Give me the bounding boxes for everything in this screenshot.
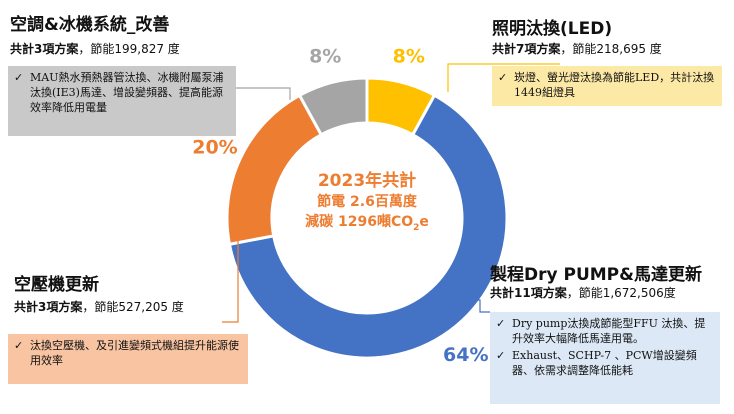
pump-count: 共計11項方案 <box>490 286 567 300</box>
value-label-pump: 64% <box>443 344 488 366</box>
connector-lighting <box>447 63 560 92</box>
lighting-count: 共計7項方案 <box>492 42 561 56</box>
check-icon: ✓ <box>498 71 508 84</box>
pump-detail-box: ✓ Dry pump汰換成節能型FFU 汰換、提升效率大幅降低馬達用電。 ✓ E… <box>490 312 720 404</box>
pump-bullet-2: ✓ Exhaust、SCHP-7 、PCW增設變頻器、依需求調整降低能耗 <box>496 348 714 378</box>
pump-summary: 共計11項方案，節能1,672,506度 <box>490 286 676 301</box>
hvac-bullet: ✓ MAU熱水預熱器管汰換、冰機附屬泵浦汰換(IE3)馬達、增設變頻器、提高能源… <box>14 70 230 115</box>
check-icon: ✓ <box>496 349 506 362</box>
compressor-title: 空壓機更新 <box>14 275 99 295</box>
pump-bullet-1-text: Dry pump汰換成節能型FFU 汰換、提升效率大幅降低馬達用電。 <box>512 317 706 345</box>
value-label-lighting: 8% <box>393 45 425 67</box>
compressor-count: 共計3項方案 <box>14 300 83 314</box>
hvac-bullet-text: MAU熱水預熱器管汰換、冰機附屬泵浦汰換(IE3)馬達、增設變頻器、提高能源效率… <box>30 71 224 114</box>
check-icon: ✓ <box>14 71 24 84</box>
lighting-title: 照明汰換(LED) <box>492 19 613 39</box>
value-label-compressor: 20% <box>192 136 237 158</box>
connector-compressor <box>222 232 239 323</box>
value-label-hvac: 8% <box>309 45 341 67</box>
slice-hvac <box>297 76 369 137</box>
hvac-count: 共計3項方案 <box>10 42 79 56</box>
compressor-saving: ，節能527,205 度 <box>82 300 184 314</box>
hvac-title: 空調&冰機系統_改善 <box>10 15 170 35</box>
compressor-bullet-text: 汰換空壓機、及引進變頻式機組提升能源使用效率 <box>30 339 239 367</box>
connector-pump <box>458 299 490 313</box>
check-icon: ✓ <box>14 339 24 352</box>
lighting-bullet-text: 崁燈、螢光燈汰換為節能LED，共計汰換1449組燈具 <box>514 71 715 99</box>
center-line-1: 2023年共計 <box>317 171 417 191</box>
compressor-summary: 共計3項方案，節能527,205 度 <box>14 300 214 315</box>
center-line-3: 減碳 1296噸CO2e <box>292 212 442 238</box>
lighting-bullet: ✓ 崁燈、螢光燈汰換為節能LED，共計汰換1449組燈具 <box>498 70 716 100</box>
center-line-3-sub: 2 <box>413 222 420 233</box>
center-line-2: 節電 2.6百萬度 <box>317 194 417 210</box>
donut-slices <box>225 76 509 360</box>
value-labels: 8% 64% 20% 8% <box>192 45 488 366</box>
pump-bullet-2-text: Exhaust、SCHP-7 、PCW增設變頻器、依需求調整降低能耗 <box>512 349 697 377</box>
lighting-summary: 共計7項方案，節能218,695 度 <box>492 42 662 57</box>
pump-title: 製程Dry PUMP&馬達更新 <box>490 265 702 285</box>
hvac-summary: 共計3項方案，節能199,827 度 <box>10 42 180 57</box>
donut-center-text: 2023年共計 節電 2.6百萬度 減碳 1296噸CO2e <box>292 170 442 238</box>
pump-bullet-1: ✓ Dry pump汰換成節能型FFU 汰換、提升效率大幅降低馬達用電。 <box>496 316 714 346</box>
pump-saving: ，節能1,672,506度 <box>566 286 676 300</box>
lighting-saving: ，節能218,695 度 <box>560 42 662 56</box>
check-icon: ✓ <box>496 317 506 330</box>
center-line-3-suffix: e <box>419 214 429 230</box>
center-line-3-prefix: 減碳 1296噸CO <box>305 214 414 230</box>
compressor-bullet: ✓ 汰換空壓機、及引進變頻式機組提升能源使用效率 <box>14 338 242 368</box>
compressor-detail-box: ✓ 汰換空壓機、及引進變頻式機組提升能源使用效率 <box>8 334 248 384</box>
hvac-saving: ，節能199,827 度 <box>78 42 180 56</box>
lighting-detail-box: ✓ 崁燈、螢光燈汰換為節能LED，共計汰換1449組燈具 <box>492 66 722 106</box>
hvac-detail-box: ✓ MAU熱水預熱器管汰換、冰機附屬泵浦汰換(IE3)馬達、增設變頻器、提高能源… <box>8 66 236 136</box>
